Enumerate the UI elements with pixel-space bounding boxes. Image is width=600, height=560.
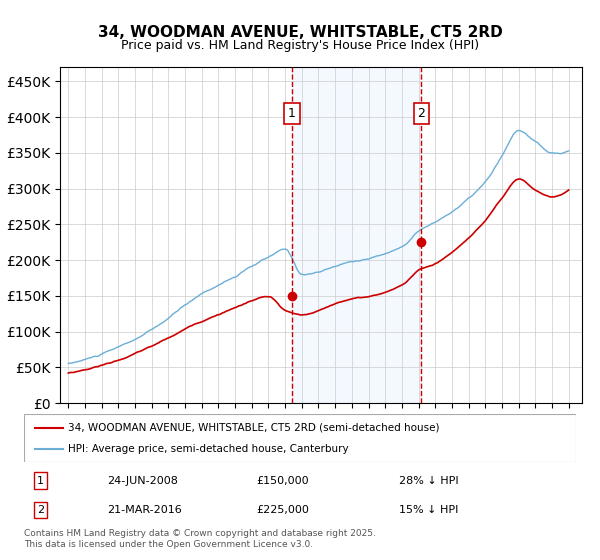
Text: HPI: Average price, semi-detached house, Canterbury: HPI: Average price, semi-detached house,… <box>68 444 349 454</box>
Text: 21-MAR-2016: 21-MAR-2016 <box>107 505 182 515</box>
Text: 15% ↓ HPI: 15% ↓ HPI <box>400 505 459 515</box>
Text: Contains HM Land Registry data © Crown copyright and database right 2025.
This d: Contains HM Land Registry data © Crown c… <box>24 529 376 549</box>
Text: 1: 1 <box>37 475 44 486</box>
Text: 2: 2 <box>37 505 44 515</box>
Text: Price paid vs. HM Land Registry's House Price Index (HPI): Price paid vs. HM Land Registry's House … <box>121 39 479 52</box>
Text: 24-JUN-2008: 24-JUN-2008 <box>107 475 178 486</box>
Text: £225,000: £225,000 <box>256 505 309 515</box>
Text: £150,000: £150,000 <box>256 475 308 486</box>
Text: 2: 2 <box>418 107 425 120</box>
Text: 34, WOODMAN AVENUE, WHITSTABLE, CT5 2RD (semi-detached house): 34, WOODMAN AVENUE, WHITSTABLE, CT5 2RD … <box>68 423 440 433</box>
Text: 34, WOODMAN AVENUE, WHITSTABLE, CT5 2RD: 34, WOODMAN AVENUE, WHITSTABLE, CT5 2RD <box>98 25 502 40</box>
FancyBboxPatch shape <box>24 414 576 462</box>
Bar <box>292 67 421 403</box>
Text: 28% ↓ HPI: 28% ↓ HPI <box>400 475 459 486</box>
Text: 1: 1 <box>288 107 296 120</box>
